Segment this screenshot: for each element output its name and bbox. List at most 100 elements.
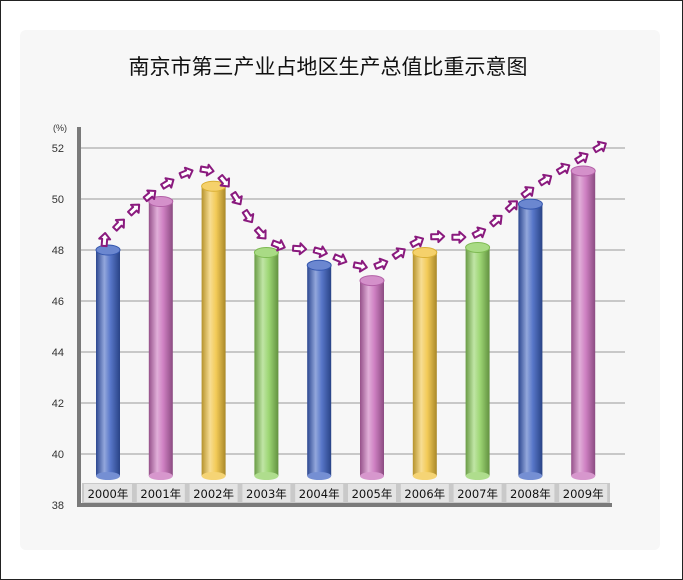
category-label-9: 2009年 [563, 487, 604, 501]
bar-body-4 [307, 265, 332, 476]
y-tick-label-50: 50 [52, 194, 64, 206]
bar-7 [465, 241, 491, 480]
category-cell-7 [453, 484, 502, 502]
trend-arrow-4 [160, 177, 175, 190]
bar-body-0 [96, 250, 120, 476]
trend-arrow-18 [409, 235, 425, 248]
bar-base-7 [465, 472, 490, 480]
trend-arrow-11 [270, 239, 286, 252]
category-cell-2 [189, 484, 238, 502]
trend-arrow-17 [391, 247, 406, 260]
bar-base-1 [148, 472, 173, 480]
bar-cap-4 [306, 259, 332, 271]
bar-base-0 [96, 472, 120, 480]
trend-arrow-24 [520, 186, 535, 199]
bar-9 [570, 165, 596, 480]
bar-cap-6 [412, 247, 438, 259]
bar-cap-5 [359, 275, 385, 287]
category-label-4: 2004年 [299, 487, 340, 501]
bars [95, 165, 596, 480]
chart-panel [20, 30, 660, 550]
bar-body-6 [412, 252, 437, 476]
category-label-5: 2005年 [352, 487, 393, 501]
trend-arrow-20 [451, 230, 467, 244]
y-tick-label-46: 46 [52, 296, 64, 308]
category-label-6: 2006年 [404, 487, 445, 501]
y-tick-label-38: 38 [52, 500, 64, 512]
trend-arrow-13 [312, 245, 328, 259]
bar-base-8 [518, 472, 543, 480]
y-tick-label-42: 42 [52, 398, 64, 410]
y-tick-label-48: 48 [52, 245, 64, 257]
bar-4 [306, 259, 332, 480]
category-cell-1 [136, 484, 185, 502]
trend-arrow-10 [253, 226, 267, 240]
y-axis-line [77, 127, 81, 507]
bar-1 [148, 196, 174, 480]
trend-arrow-7 [217, 174, 231, 188]
trend-arrow-19 [430, 230, 446, 244]
category-cell-9 [559, 484, 608, 502]
trend-arrow-27 [574, 151, 589, 165]
category-label-7: 2007年 [457, 487, 498, 501]
trend-arrow-5 [178, 166, 194, 179]
bar-body-7 [465, 247, 490, 476]
trend-arrow-2 [127, 203, 141, 217]
trend-arrow-1 [112, 218, 125, 232]
trend-arrow-26 [555, 162, 571, 176]
category-label-1: 2001年 [140, 487, 181, 501]
bar-2 [201, 180, 227, 480]
bar-base-2 [201, 472, 226, 480]
bar-body-3 [254, 252, 279, 476]
bar-body-2 [201, 186, 226, 476]
bar-body-8 [518, 204, 543, 476]
trend-arrow-0 [98, 232, 112, 248]
bar-cap-8 [517, 198, 543, 210]
bar-base-3 [254, 472, 279, 480]
bar-base-5 [360, 472, 384, 480]
category-cell-3 [242, 484, 291, 502]
trend-arrow-14 [332, 253, 348, 266]
bar-8 [517, 198, 543, 480]
trend-arrow-25 [537, 173, 553, 187]
bar-cap-3 [253, 247, 279, 259]
chart-title: 南京市第三产业占地区生产总值比重示意图 [129, 55, 528, 79]
bar-base-6 [412, 472, 437, 480]
trend-arrow-16 [373, 257, 389, 270]
trend-arrow-9 [241, 208, 255, 224]
bar-6 [412, 247, 438, 480]
category-labels: 2000年 2001年 2002年 2003年 2004年 2005年 2006年 2007年… [82, 483, 610, 503]
axes: 38 40 42 44 46 48 50 52 [52, 127, 612, 512]
bar-body-1 [148, 201, 173, 477]
trend-arrow-8 [230, 191, 243, 206]
y-axis-unit-label: (%) [53, 123, 67, 133]
category-label-2: 2002年 [193, 487, 234, 501]
y-tick-label-44: 44 [52, 347, 64, 359]
category-cell-5 [348, 484, 396, 502]
bar-base-4 [307, 472, 332, 480]
bar-cap-9 [570, 165, 596, 177]
trend-arrow-23 [504, 200, 518, 214]
bar-5 [359, 275, 385, 480]
bar-body-9 [571, 170, 596, 476]
trend-arrow-28 [592, 140, 607, 154]
bar-body-5 [360, 280, 384, 476]
bar-base-9 [571, 472, 596, 480]
trend-arrows [98, 140, 607, 273]
bar-0 [95, 244, 121, 480]
trend-arrow-6 [199, 163, 215, 177]
x-axis-line [77, 503, 612, 507]
bar-cap-7 [465, 241, 491, 253]
category-cell-4 [295, 484, 344, 502]
bar-cap-0 [95, 244, 121, 256]
trend-arrow-22 [489, 214, 503, 228]
y-tick-label-40: 40 [52, 449, 64, 461]
category-label-0: 2000年 [88, 487, 129, 501]
trend-arrow-15 [352, 259, 368, 273]
y-tick-label-52: 52 [52, 143, 64, 155]
category-label-3: 2003年 [246, 487, 287, 501]
trend-arrow-12 [291, 242, 308, 256]
trend-arrow-21 [471, 226, 487, 239]
category-label-8: 2008年 [510, 487, 551, 501]
